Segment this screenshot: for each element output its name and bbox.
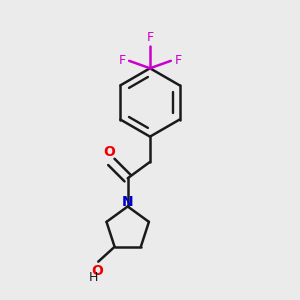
Text: F: F [174,54,182,67]
Text: F: F [146,32,154,44]
Text: F: F [118,54,126,67]
Text: N: N [122,195,134,209]
Text: H: H [89,271,98,284]
Text: O: O [92,264,103,278]
Text: O: O [103,145,115,159]
